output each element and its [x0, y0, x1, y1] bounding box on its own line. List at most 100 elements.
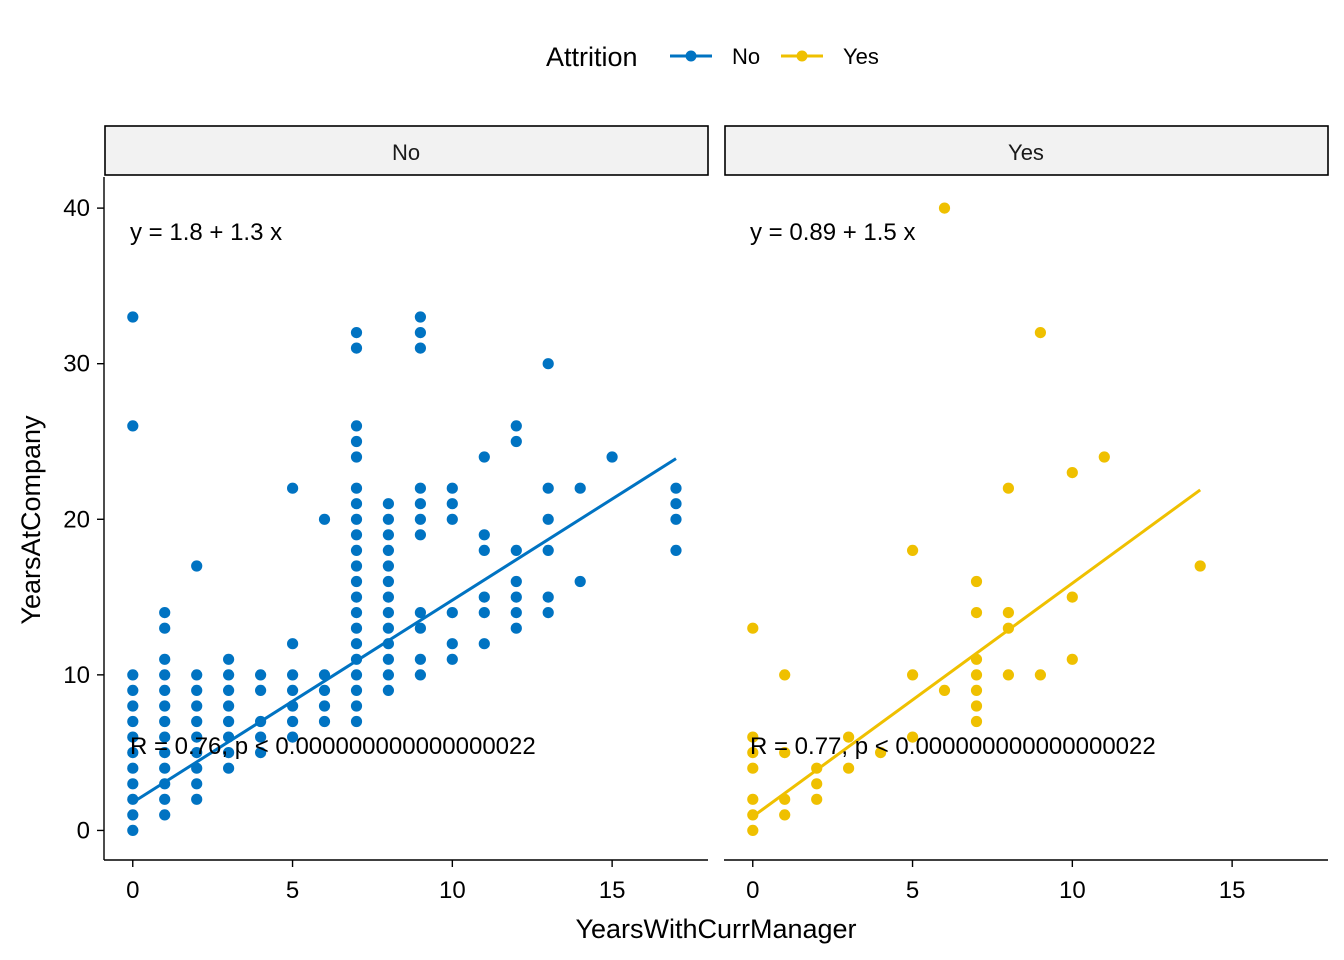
- data-point-no-119: [510, 607, 522, 619]
- legend-entry-no: No: [670, 44, 760, 69]
- data-point-no-106: [446, 653, 458, 665]
- data-point-no-78: [350, 435, 363, 448]
- data-point-yes-34: [1034, 327, 1046, 339]
- data-point-no-127: [542, 544, 554, 557]
- data-point-yes-35: [1066, 653, 1078, 665]
- data-point-no-74: [350, 513, 363, 525]
- legend-title: Attrition: [546, 42, 638, 72]
- data-point-no-69: [350, 591, 363, 603]
- data-point-no-11: [127, 420, 139, 432]
- data-point-no-96: [414, 653, 426, 665]
- x-tick-label-15: 15: [599, 877, 626, 904]
- data-point-no-53: [287, 669, 299, 681]
- data-point-no-14: [159, 793, 171, 805]
- data-point-no-87: [382, 607, 394, 619]
- data-point-no-92: [382, 529, 394, 541]
- data-point-no-61: [350, 715, 363, 728]
- correlation-label-no: R = 0.76, p < 0.000000000000000022: [130, 733, 536, 760]
- data-point-yes-20: [938, 684, 951, 697]
- data-point-no-136: [670, 498, 682, 510]
- y-tick-label-40: 40: [63, 195, 90, 222]
- data-point-no-89: [382, 575, 394, 588]
- data-point-yes-0: [747, 824, 759, 837]
- data-point-no-41: [223, 684, 235, 697]
- y-axis-title: YearsAtCompany: [16, 415, 46, 625]
- data-point-no-101: [414, 498, 426, 510]
- equation-label-yes: y = 0.89 + 1.5 x: [750, 219, 915, 246]
- data-point-no-83: [382, 669, 394, 681]
- x-tick-label-5: 5: [286, 877, 299, 904]
- x-tick-label-5: 5: [906, 877, 919, 904]
- strip-label-no: No: [392, 140, 420, 165]
- data-point-yes-7: [779, 809, 791, 821]
- legend-entry-yes: Yes: [781, 44, 879, 69]
- data-point-no-62: [350, 700, 363, 712]
- data-point-no-93: [382, 513, 394, 525]
- data-point-no-135: [670, 513, 682, 525]
- data-point-no-86: [382, 622, 394, 634]
- data-point-no-17: [159, 747, 171, 759]
- data-point-no-19: [159, 715, 171, 728]
- data-point-no-88: [382, 591, 394, 603]
- data-point-no-81: [350, 327, 363, 339]
- data-point-yes-11: [811, 793, 823, 805]
- data-point-yes-33: [1034, 669, 1046, 681]
- data-point-no-82: [382, 684, 394, 697]
- data-point-no-73: [350, 529, 363, 541]
- data-point-no-126: [542, 591, 554, 603]
- data-point-yes-18: [907, 669, 919, 681]
- data-point-yes-9: [779, 747, 791, 759]
- data-point-no-67: [350, 622, 363, 634]
- data-point-yes-22: [970, 715, 983, 728]
- data-point-yes-19: [907, 544, 919, 557]
- data-point-no-133: [606, 451, 618, 463]
- data-point-yes-37: [1066, 467, 1078, 479]
- data-point-no-91: [382, 544, 394, 557]
- data-point-no-56: [318, 715, 331, 728]
- data-point-no-66: [350, 638, 363, 650]
- data-point-no-79: [350, 420, 363, 432]
- data-point-no-117: [478, 451, 490, 463]
- equation-label-no: y = 1.8 + 1.3 x: [130, 219, 282, 246]
- data-point-no-77: [350, 451, 363, 463]
- data-point-yes-14: [843, 762, 855, 774]
- data-point-yes-24: [970, 684, 983, 697]
- data-point-no-137: [670, 482, 682, 494]
- data-point-no-123: [510, 435, 522, 448]
- panel-no: No y = 1.8 + 1.3 x R = 0.76, p < 0.00000…: [63, 125, 709, 904]
- data-point-no-18: [159, 731, 171, 743]
- data-point-no-0: [127, 824, 139, 837]
- data-point-no-21: [159, 684, 171, 697]
- x-tick-label-10: 10: [439, 877, 466, 904]
- data-point-no-13: [159, 809, 171, 821]
- x-axis-title: YearsWithCurrManager: [575, 914, 856, 944]
- data-point-no-34: [191, 669, 203, 681]
- data-point-no-30: [191, 731, 203, 743]
- data-point-no-124: [510, 420, 522, 432]
- data-point-no-24: [159, 622, 171, 634]
- data-point-no-115: [478, 544, 490, 557]
- data-point-yes-31: [1002, 607, 1015, 619]
- data-point-yes-36: [1066, 591, 1078, 603]
- data-point-no-44: [255, 747, 267, 759]
- data-point-no-75: [350, 498, 363, 510]
- data-point-yes-16: [875, 747, 887, 759]
- data-point-no-25: [159, 607, 171, 619]
- data-point-no-100: [414, 513, 426, 525]
- data-point-no-102: [414, 482, 426, 494]
- data-point-no-3: [127, 778, 139, 790]
- x-tick-label-10: 10: [1059, 877, 1086, 904]
- strip-yes: [724, 125, 1329, 176]
- data-point-no-125: [542, 607, 554, 619]
- data-point-no-113: [478, 607, 490, 619]
- strip-label-yes: Yes: [1008, 140, 1044, 165]
- correlation-label-yes: R = 0.77, p < 0.000000000000000022: [750, 733, 1156, 760]
- data-point-yes-5: [747, 731, 759, 743]
- data-point-no-60: [318, 513, 331, 525]
- data-point-no-112: [478, 638, 490, 650]
- data-point-no-122: [510, 544, 522, 557]
- data-point-yes-28: [970, 575, 983, 588]
- data-point-yes-38: [1098, 451, 1110, 463]
- data-point-no-70: [350, 575, 363, 588]
- data-point-no-40: [223, 700, 235, 712]
